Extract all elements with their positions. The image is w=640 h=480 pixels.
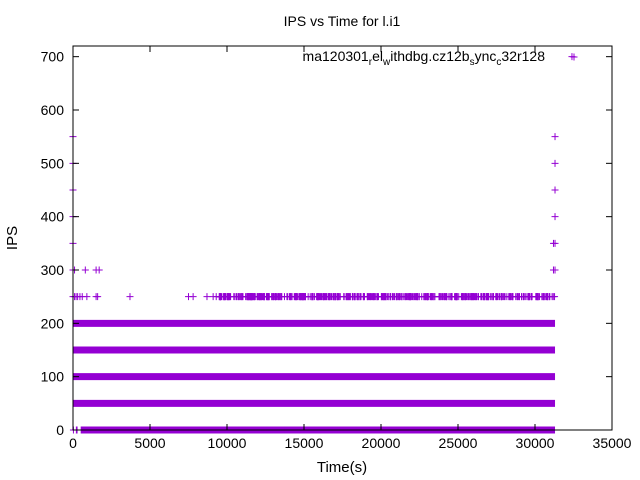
- x-tick-label: 25000: [439, 435, 478, 451]
- data-point: [340, 293, 348, 301]
- data-point: [322, 293, 330, 301]
- y-tick-label: 600: [41, 102, 65, 118]
- axis-ticks: 0 5000 10000 15000 20000 25000 30000 35000 0 100 2…: [41, 46, 632, 451]
- data-point: [126, 293, 134, 301]
- legend-marker: [570, 53, 578, 61]
- x-tick-label: 0: [69, 435, 77, 451]
- data-point: [263, 293, 271, 301]
- x-tick-label: 5000: [134, 435, 165, 451]
- data-point: [462, 293, 470, 301]
- data-point: [329, 293, 337, 301]
- data-point: [381, 293, 389, 301]
- data-point: [247, 293, 255, 301]
- legend-entry: ma120301relwithdbg.cz12bsyncc32r128: [303, 48, 546, 68]
- data-point: [551, 266, 559, 274]
- data-point: [398, 293, 406, 301]
- y-tick-label: 400: [41, 209, 65, 225]
- data-point: [94, 293, 102, 301]
- data-point: [551, 159, 559, 167]
- data-point: [495, 293, 503, 301]
- data-points: [69, 53, 576, 434]
- data-point: [231, 293, 239, 301]
- x-tick-label: 20000: [362, 435, 401, 451]
- y-tick-label: 700: [41, 49, 65, 65]
- data-point: [224, 293, 232, 301]
- chart-title: IPS vs Time for l.i1: [284, 13, 401, 29]
- data-point: [287, 293, 295, 301]
- data-point: [543, 293, 550, 301]
- x-axis-label: Time(s): [317, 459, 367, 476]
- data-point: [551, 133, 559, 141]
- data-point: [452, 293, 460, 301]
- plot-frame: [72, 45, 613, 431]
- data-point: [81, 266, 89, 274]
- data-point: [405, 293, 413, 301]
- data-point: [518, 293, 526, 301]
- data-point: [528, 293, 536, 301]
- data-point: [353, 293, 361, 301]
- x-tick-label: 10000: [208, 435, 247, 451]
- y-tick-label: 200: [41, 315, 65, 331]
- data-point: [212, 293, 220, 301]
- data-point: [309, 293, 317, 301]
- data-point: [481, 293, 489, 301]
- data-point: [257, 293, 265, 301]
- data-point: [365, 293, 373, 301]
- data-point: [83, 293, 91, 301]
- y-tick-label: 300: [41, 262, 65, 278]
- x-tick-label: 35000: [593, 435, 632, 451]
- data-point: [534, 293, 542, 301]
- data-point: [423, 293, 431, 301]
- y-axis-label: IPS: [4, 226, 21, 250]
- data-point: [473, 293, 481, 301]
- data-point: [203, 293, 211, 301]
- y-tick-label: 500: [41, 155, 65, 171]
- data-point: [95, 266, 103, 274]
- data-point: [431, 293, 439, 301]
- data-point: [551, 213, 559, 221]
- x-tick-label: 30000: [516, 435, 555, 451]
- data-point: [551, 186, 559, 194]
- legend-sample-marker: [570, 53, 578, 61]
- data-point: [373, 293, 381, 301]
- data-point: [275, 293, 283, 301]
- data-point: [189, 293, 197, 301]
- y-tick-label: 0: [56, 422, 64, 438]
- data-point: [551, 239, 559, 247]
- data-point: [238, 293, 246, 301]
- data-point: [442, 293, 450, 301]
- x-tick-label: 15000: [285, 435, 324, 451]
- y-tick-label: 100: [41, 369, 65, 385]
- data-point: [301, 293, 309, 301]
